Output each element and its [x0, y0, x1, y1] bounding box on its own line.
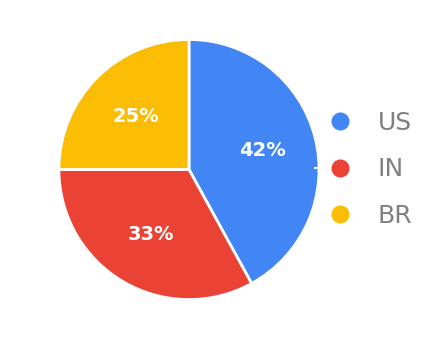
Text: 33%: 33%: [127, 225, 174, 244]
Text: 25%: 25%: [112, 107, 159, 126]
Legend: US, IN, BR: US, IN, BR: [305, 101, 423, 238]
Wedge shape: [59, 39, 189, 170]
Wedge shape: [189, 39, 319, 283]
Text: 42%: 42%: [239, 141, 285, 160]
Wedge shape: [59, 170, 252, 300]
